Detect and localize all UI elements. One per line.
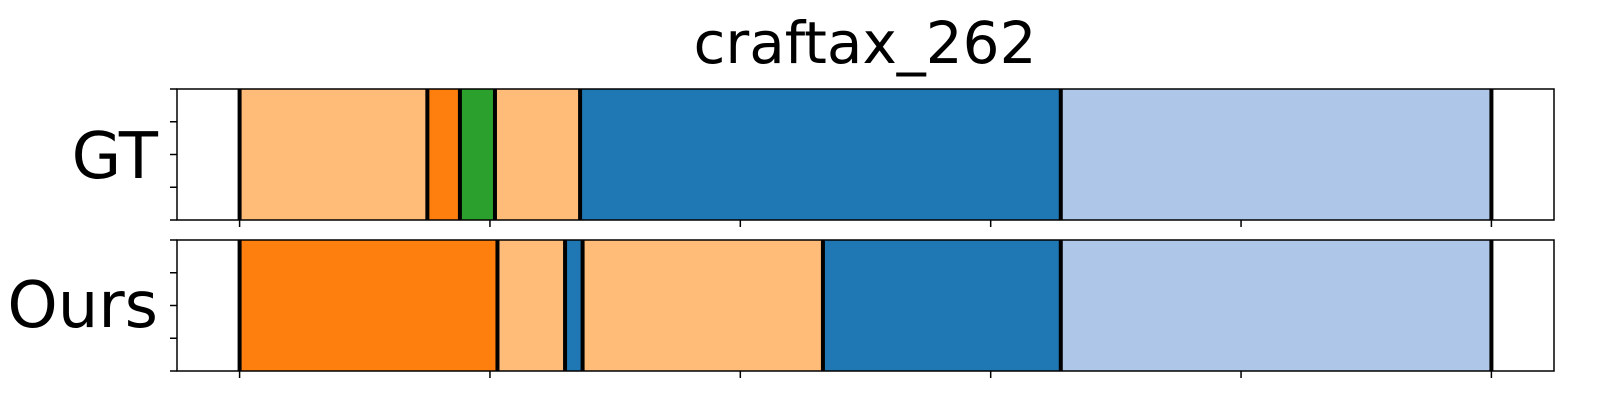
segment-bar [822,240,1061,371]
row-label-gt: GT [72,120,159,194]
row-plot-0 [170,88,1555,227]
segment-bar [565,240,583,371]
row-label-ours: Ours [7,269,158,343]
segment-bar [582,240,823,371]
segment-bar [1060,89,1492,220]
segment-bar [1060,240,1492,371]
segment-bar [459,89,495,220]
row-plot-1 [170,239,1555,378]
segment-bar [239,89,428,220]
segment-bar [497,240,566,371]
chart-title: craftax_262 [694,9,1037,77]
segment-bar [239,240,498,371]
segment-bar [494,89,581,220]
segment-bar [427,89,460,220]
segment-bar [580,89,1061,220]
